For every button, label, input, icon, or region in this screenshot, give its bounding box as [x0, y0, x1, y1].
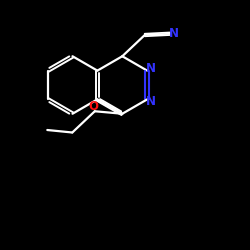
Text: N: N: [146, 95, 156, 108]
Text: N: N: [169, 27, 179, 40]
Text: N: N: [146, 62, 156, 74]
Text: O: O: [88, 100, 99, 113]
